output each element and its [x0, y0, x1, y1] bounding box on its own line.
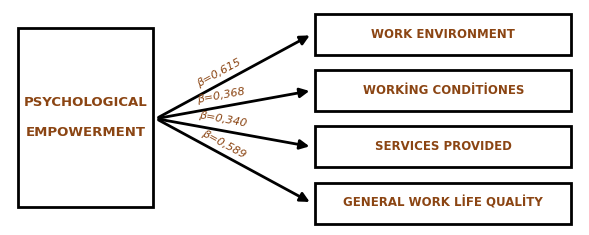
Bar: [315, 126, 571, 167]
Text: PSYCHOLOGICAL: PSYCHOLOGICAL: [24, 96, 147, 109]
Text: β=0,368: β=0,368: [196, 87, 246, 105]
Text: β=0,340: β=0,340: [198, 110, 247, 129]
Text: WORK ENVIRONMENT: WORK ENVIRONMENT: [371, 27, 515, 41]
Bar: [315, 14, 571, 55]
Text: β=0,615: β=0,615: [196, 57, 243, 89]
Bar: [315, 183, 571, 224]
Bar: [18, 28, 153, 207]
Text: EMPOWERMENT: EMPOWERMENT: [25, 126, 145, 139]
Bar: [315, 70, 571, 111]
Text: β=0,589: β=0,589: [200, 128, 248, 160]
Text: SERVICES PROVIDED: SERVICES PROVIDED: [375, 140, 512, 153]
Text: GENERAL WORK LİFE QUALİTY: GENERAL WORK LİFE QUALİTY: [343, 197, 543, 210]
Text: WORKİNG CONDİTİONES: WORKİNG CONDİTİONES: [363, 84, 524, 97]
